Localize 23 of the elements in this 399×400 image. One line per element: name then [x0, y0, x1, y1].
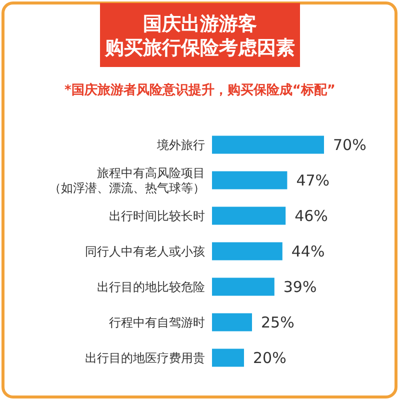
data-label: 25% — [261, 313, 294, 332]
bar — [212, 348, 244, 367]
bar — [212, 278, 274, 296]
data-label: 47% — [296, 171, 330, 190]
bar — [212, 206, 286, 225]
y-tick-label: 出行目的地医疗费用贵 — [85, 350, 205, 365]
data-label: 39% — [283, 278, 317, 296]
data-label: 20% — [253, 348, 286, 367]
y-tick-label: 出行目的地比较危险 — [97, 280, 205, 294]
bar — [212, 136, 324, 154]
chart-subtitle: *国庆旅游者风险意识提升，购买保险成“标配” — [64, 82, 336, 98]
y-tick-label: 行程中有自驾游时 — [109, 315, 205, 330]
data-label: 70% — [333, 136, 366, 154]
y-tick-label: 旅程中有高风险项目（如浮潜、漂流、热气球等） — [49, 166, 205, 195]
y-tick-label: 同行人中有老人或小孩 — [85, 244, 205, 258]
data-label: 46% — [294, 206, 328, 225]
bar — [212, 242, 282, 260]
y-tick-label: 出行时间比较长时 — [109, 208, 205, 223]
y-tick-label: 境外旅行 — [156, 138, 205, 152]
chart-title: 国庆出游游客购买旅行保险考虑因素 — [104, 13, 295, 59]
bar — [212, 171, 288, 190]
bar — [212, 313, 252, 332]
data-label: 44% — [291, 242, 325, 260]
